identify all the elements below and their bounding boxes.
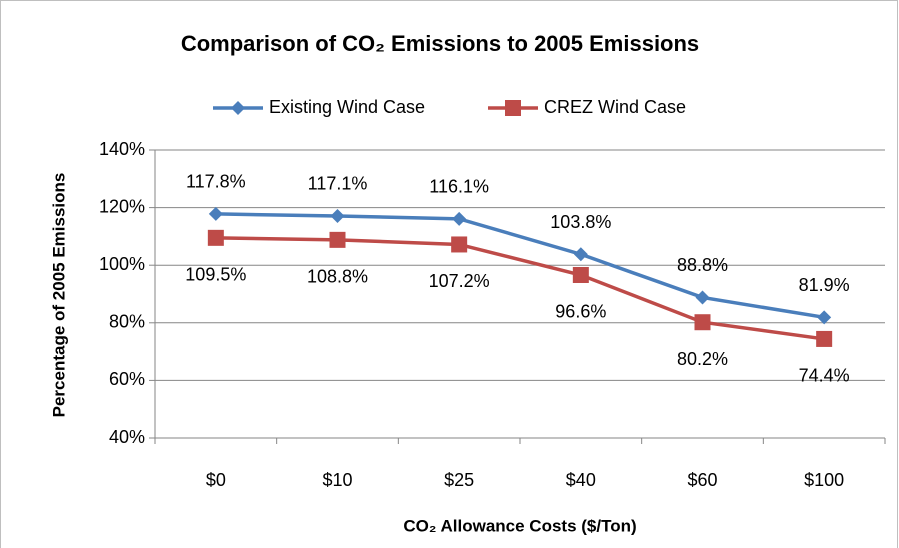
x-tick-label: $10 xyxy=(322,470,352,490)
legend-marker xyxy=(505,100,521,116)
data-point xyxy=(208,206,223,221)
data-label: 80.2% xyxy=(677,349,728,369)
data-point xyxy=(695,290,710,305)
data-point xyxy=(329,231,346,248)
x-tick-label: $60 xyxy=(687,470,717,490)
data-point xyxy=(451,236,468,253)
data-label: 108.8% xyxy=(307,267,368,287)
data-point xyxy=(694,314,711,331)
legend-label: CREZ Wind Case xyxy=(544,97,686,117)
x-axis-title: CO₂ Allowance Costs ($/Ton) xyxy=(403,516,636,535)
data-label: 81.9% xyxy=(799,275,850,295)
data-point xyxy=(817,310,832,325)
legend-label: Existing Wind Case xyxy=(269,97,425,117)
data-label: 117.8% xyxy=(186,172,246,192)
y-axis-title: Percentage of 2005 Emissions xyxy=(49,173,68,418)
legend-marker xyxy=(231,101,245,115)
x-tick-label: $40 xyxy=(566,470,596,490)
data-label: 117.1% xyxy=(308,174,368,194)
x-tick-label: $100 xyxy=(804,470,844,490)
data-label: 103.8% xyxy=(550,212,611,232)
data-point xyxy=(330,208,345,223)
data-label: 109.5% xyxy=(185,265,246,285)
data-point xyxy=(573,247,588,262)
y-tick-label: 120% xyxy=(99,196,145,216)
data-point xyxy=(572,266,589,283)
y-tick-label: 140% xyxy=(99,139,145,159)
x-tick-label: $0 xyxy=(206,470,226,490)
y-tick-label: 100% xyxy=(99,254,145,274)
series-line xyxy=(215,236,825,341)
data-label: 74.4% xyxy=(799,366,850,386)
y-tick-label: 60% xyxy=(109,369,145,389)
data-point xyxy=(207,229,224,246)
chart-title: Comparison of CO₂ Emissions to 2005 Emis… xyxy=(181,31,699,56)
data-label: 107.2% xyxy=(429,271,490,291)
data-label: 88.8% xyxy=(677,255,728,275)
y-tick-label: 80% xyxy=(109,312,145,332)
data-label: 116.1% xyxy=(429,177,489,197)
x-tick-label: $25 xyxy=(444,470,474,490)
data-point xyxy=(816,330,833,347)
data-label: 96.6% xyxy=(555,302,606,322)
data-point xyxy=(452,211,467,226)
y-tick-label: 40% xyxy=(109,427,145,447)
series-line xyxy=(215,212,825,320)
